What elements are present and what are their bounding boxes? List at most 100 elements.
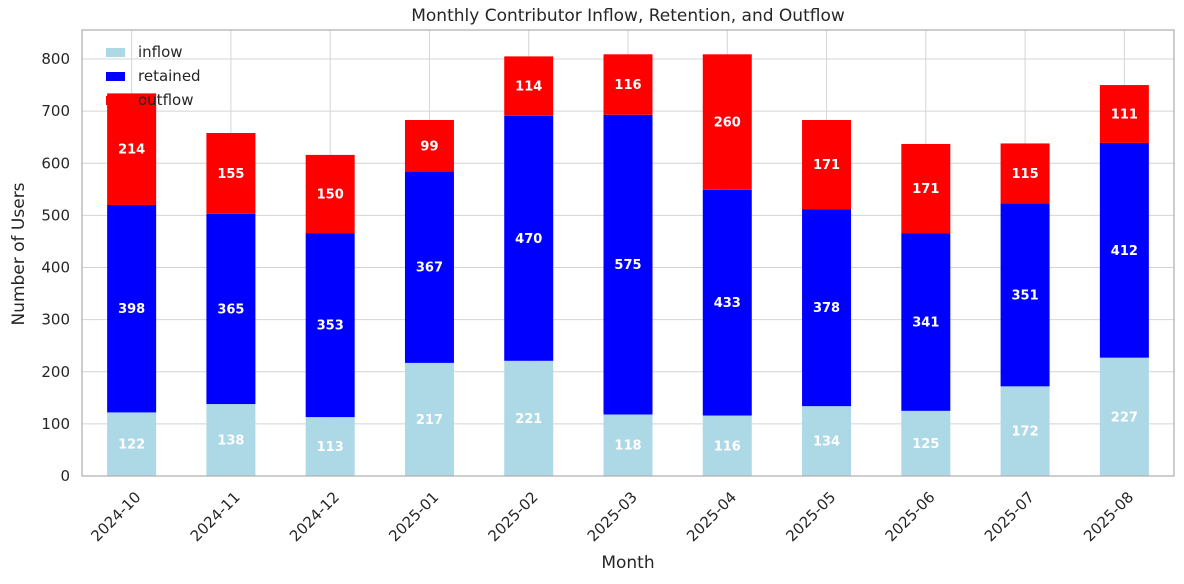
bar-segment-outflow-2024-12 [305,154,355,234]
bar-segment-outflow-2025-07 [1000,143,1050,204]
legend: inflow retained outflow [106,40,201,112]
bar-value-label-outflow-2025-01: 99 [420,139,438,154]
x-tick-label-2024-12: 2024-12 [286,488,343,545]
bar-value-label-inflow-2025-04: 116 [714,439,741,454]
y-tick-label-700: 700 [41,102,70,120]
x-tick-label-2024-10: 2024-10 [87,488,144,545]
x-tick-label-2025-04: 2025-04 [683,488,740,545]
x-axis-label: Month [601,553,655,573]
bar-segment-inflow-2025-04 [702,415,752,476]
bar-value-label-retained-2025-02: 470 [515,232,542,247]
bar-value-label-retained-2025-06: 341 [912,315,939,330]
bar-value-label-outflow-2025-08: 111 [1111,107,1138,122]
legend-item-inflow: inflow [106,40,201,64]
y-tick-label-100: 100 [41,415,70,433]
bar-value-label-inflow-2025-07: 172 [1012,425,1039,440]
bar-segment-inflow-2025-01 [404,362,454,476]
bar-segment-inflow-2024-10 [107,412,157,476]
x-tick-label-2025-03: 2025-03 [584,488,641,545]
y-tick-label-400: 400 [41,259,70,277]
x-tick-label-2025-08: 2025-08 [1080,488,1137,545]
bar-value-label-outflow-2025-07: 115 [1012,167,1039,182]
bar-segment-inflow-2025-02 [504,360,554,476]
bar-value-label-inflow-2024-12: 113 [317,440,344,455]
bar-value-label-outflow-2025-03: 116 [614,78,641,93]
bar-segment-inflow-2025-06 [901,410,951,476]
bar-value-label-inflow-2025-05: 134 [813,435,840,450]
bar-segment-retained-2025-04 [702,189,752,416]
bar-segment-retained-2025-03 [603,114,653,415]
y-tick-label-500: 500 [41,206,70,224]
legend-swatch-inflow [106,47,125,57]
bar-segment-retained-2025-01 [404,171,454,363]
y-tick-label-300: 300 [41,311,70,329]
bar-segment-retained-2025-06 [901,233,951,411]
bar-segment-retained-2025-02 [504,115,554,361]
bar-segment-outflow-2025-01 [404,119,454,172]
bar-segment-outflow-2025-03 [603,54,653,115]
bar-value-label-inflow-2025-08: 227 [1111,410,1138,425]
bar-value-label-inflow-2025-06: 125 [912,437,939,452]
bar-segment-outflow-2024-10 [107,93,157,205]
bar-value-label-outflow-2025-04: 260 [714,116,741,131]
bar-value-label-outflow-2025-05: 171 [813,158,840,173]
x-tick-label-2025-05: 2025-05 [782,488,839,545]
bar-value-label-retained-2025-08: 412 [1111,244,1138,259]
bar-segment-retained-2025-05 [802,209,852,407]
x-tick-label-2025-02: 2025-02 [485,488,542,545]
bar-value-label-retained-2024-10: 398 [118,302,145,317]
y-tick-label-200: 200 [41,363,70,381]
legend-label-retained: retained [138,66,201,85]
bar-value-label-retained-2025-03: 575 [614,258,641,273]
bar-value-label-outflow-2024-11: 155 [217,167,244,182]
bar-segment-inflow-2025-05 [802,406,852,476]
bar-value-label-outflow-2024-10: 214 [118,143,145,158]
bar-segment-outflow-2025-04 [702,54,752,190]
y-axis-label: Number of Users [9,182,29,326]
y-tick-label-0: 0 [60,467,70,485]
bar-segment-outflow-2025-06 [901,143,951,234]
bar-segment-inflow-2024-11 [206,404,256,476]
x-tick-label-2025-01: 2025-01 [385,488,442,545]
x-tick-label-2025-07: 2025-07 [981,488,1038,545]
bar-value-label-retained-2024-11: 365 [217,302,244,317]
bar-value-label-retained-2024-12: 353 [317,319,344,334]
bar-segment-inflow-2025-03 [603,414,653,476]
bar-value-label-inflow-2024-11: 138 [217,434,244,449]
bar-segment-outflow-2024-11 [206,133,256,214]
bar-segment-outflow-2025-08 [1099,85,1149,143]
bar-segment-inflow-2025-08 [1099,357,1149,476]
bar-value-label-outflow-2025-02: 114 [515,80,542,95]
bar-value-label-retained-2025-01: 367 [416,261,443,276]
y-tick-label-800: 800 [41,50,70,68]
legend-label-inflow: inflow [138,42,183,61]
bar-value-label-outflow-2024-12: 150 [317,188,344,203]
bar-segment-retained-2025-07 [1000,203,1050,387]
bar-value-label-retained-2025-04: 433 [714,296,741,311]
bar-value-label-outflow-2025-06: 171 [912,182,939,197]
bar-value-label-inflow-2025-01: 217 [416,413,443,428]
bar-segment-outflow-2025-02 [504,56,554,116]
bar-value-label-retained-2025-05: 378 [813,301,840,316]
legend-label-outflow: outflow [138,90,194,109]
bar-segment-retained-2024-10 [107,204,157,413]
bar-value-label-inflow-2025-02: 221 [515,412,542,427]
bar-segment-inflow-2025-07 [1000,386,1050,476]
bar-segment-retained-2025-08 [1099,142,1149,358]
bar-segment-retained-2024-11 [206,213,256,405]
legend-swatch-outflow [106,95,125,105]
bar-segment-inflow-2024-12 [305,417,355,476]
legend-swatch-retained [106,71,125,81]
bar-segment-outflow-2025-05 [802,119,852,210]
x-tick-label-2024-11: 2024-11 [187,488,244,545]
legend-item-outflow: outflow [106,88,201,112]
plot-border [81,29,1175,477]
bar-segment-retained-2024-12 [305,233,355,418]
bar-value-label-inflow-2025-03: 118 [614,439,641,454]
chart-title: Monthly Contributor Inflow, Retention, a… [411,6,845,26]
bar-value-label-inflow-2024-10: 122 [118,438,145,453]
x-tick-label-2025-06: 2025-06 [882,488,939,545]
legend-item-retained: retained [106,64,201,88]
